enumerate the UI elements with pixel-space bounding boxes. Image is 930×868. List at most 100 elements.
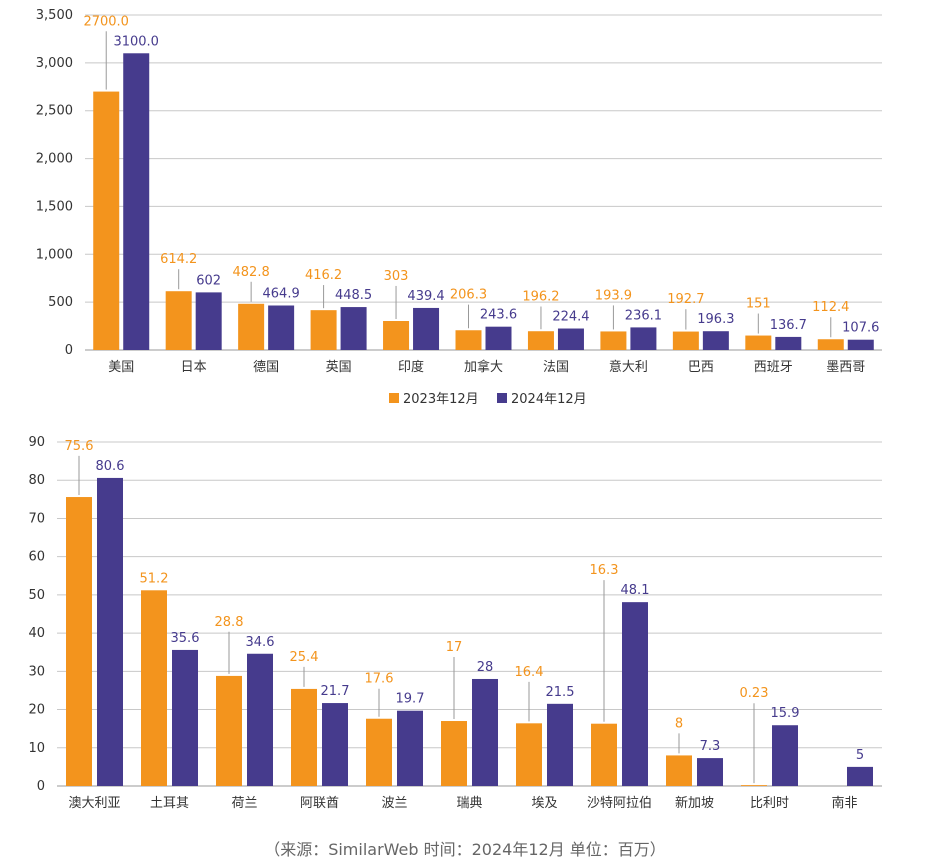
bar (817, 339, 844, 350)
bar (741, 785, 767, 786)
data-label: 602 (196, 273, 221, 288)
data-label: 482.8 (233, 265, 270, 280)
data-label: 21.7 (321, 684, 350, 699)
bar (547, 703, 573, 786)
bar (775, 336, 802, 350)
data-label: 21.5 (546, 685, 575, 700)
legend-swatch (389, 393, 399, 403)
data-label: 7.3 (700, 739, 721, 754)
bar (397, 710, 423, 786)
x-category-label: 西班牙 (754, 360, 793, 375)
bar (310, 310, 337, 350)
bar (172, 649, 198, 786)
bar (165, 291, 192, 350)
data-label: 196.2 (522, 290, 559, 305)
data-label: 16.4 (515, 665, 544, 680)
legend-swatch (497, 393, 507, 403)
bar (622, 602, 648, 786)
legend-label: 2023年12月 (403, 392, 479, 407)
bar (557, 328, 584, 350)
data-label: 2700.0 (83, 14, 129, 29)
bar (527, 331, 554, 350)
bar (455, 330, 482, 350)
y-tick-label: 80 (28, 473, 45, 488)
bar (516, 723, 542, 786)
y-tick-label: 1,500 (36, 199, 73, 214)
x-category-label: 日本 (181, 360, 207, 375)
y-tick-label: 1,000 (36, 247, 73, 262)
bar (216, 675, 242, 786)
bar (322, 703, 348, 786)
bar (383, 320, 410, 350)
data-label: 80.6 (96, 459, 125, 474)
x-category-label: 德国 (253, 360, 279, 375)
x-category-label: 美国 (108, 360, 134, 375)
bar (697, 758, 723, 786)
y-tick-label: 10 (28, 741, 45, 756)
source-note: （来源：SimilarWeb 时间：2024年12月 单位：百万） (264, 840, 666, 859)
x-category-label: 加拿大 (464, 359, 503, 375)
y-tick-label: 2,000 (36, 152, 73, 167)
y-tick-label: 30 (28, 664, 45, 679)
bar (485, 326, 512, 350)
data-label: 439.4 (407, 289, 444, 304)
data-label: 107.6 (842, 321, 879, 336)
bar (268, 305, 295, 350)
x-category-label: 比利时 (750, 796, 789, 811)
y-tick-label: 3,500 (36, 8, 73, 23)
x-category-label: 英国 (326, 360, 352, 375)
data-label: 303 (384, 269, 409, 284)
charts-canvas: 0 500 1,000 1,500 2,000 2,500 3,000 3,500 2700.0… (28, 8, 882, 811)
bar (745, 335, 772, 350)
data-label: 75.6 (65, 439, 94, 454)
y-tick-label: 2,500 (36, 104, 73, 119)
bar (772, 725, 798, 786)
legend-label: 2024年12月 (511, 392, 587, 407)
data-label: 448.5 (335, 288, 372, 303)
data-label: 0.23 (740, 686, 769, 701)
bar (66, 497, 92, 786)
data-label: 206.3 (450, 288, 487, 303)
y-tick-label: 70 (28, 511, 45, 526)
x-category-label: 巴西 (688, 360, 714, 375)
data-label: 15.9 (771, 706, 800, 721)
bar (123, 53, 150, 351)
data-label: 25.4 (290, 650, 319, 665)
data-label: 3100.0 (113, 34, 159, 49)
x-category-label: 澳大利亚 (68, 795, 120, 811)
data-label: 416.2 (305, 268, 342, 283)
x-category-label: 波兰 (381, 796, 407, 811)
data-label: 17.6 (365, 672, 394, 687)
x-category-label: 意大利 (609, 359, 648, 375)
bar (630, 327, 657, 350)
bar (195, 292, 222, 350)
data-label: 243.6 (480, 308, 517, 323)
data-label: 614.2 (160, 252, 197, 267)
x-category-label: 南非 (831, 795, 857, 811)
bar (666, 755, 692, 786)
bar (97, 477, 123, 786)
x-category-label: 新加坡 (675, 795, 714, 811)
y-tick-label: 0 (65, 343, 73, 358)
bar (847, 766, 873, 786)
data-label: 151 (746, 297, 771, 312)
x-category-label: 法国 (543, 360, 569, 375)
data-label: 192.7 (667, 292, 704, 307)
data-label: 236.1 (625, 308, 662, 323)
bar (247, 653, 273, 786)
data-label: 16.3 (590, 563, 619, 578)
y-tick-label: 60 (28, 550, 45, 565)
data-label: 51.2 (140, 571, 169, 586)
bar (238, 303, 265, 350)
y-tick-label: 3,000 (36, 56, 73, 71)
y-tick-label: 50 (28, 588, 45, 603)
x-category-label: 阿联酋 (300, 795, 339, 811)
data-label: 112.4 (812, 300, 849, 315)
y-tick-label: 90 (28, 435, 45, 450)
y-tick-label: 500 (48, 295, 73, 310)
bar (141, 590, 167, 786)
data-label: 5 (856, 748, 864, 763)
bar (472, 678, 498, 786)
x-category-label: 印度 (398, 359, 424, 375)
data-label: 196.3 (697, 312, 734, 327)
